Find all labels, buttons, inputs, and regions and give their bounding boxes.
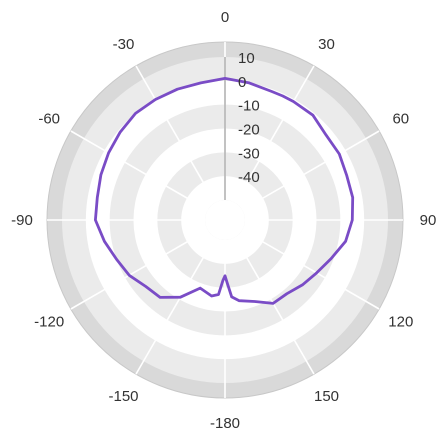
angle-gridline <box>241 130 380 211</box>
angle-tick-label: -30 <box>113 36 135 53</box>
angle-gridline <box>135 65 216 204</box>
angle-gridline <box>234 236 315 375</box>
angle-tick-label: 120 <box>388 314 413 331</box>
angle-tick-label: -150 <box>108 388 138 405</box>
angle-tick-label: 30 <box>318 36 335 53</box>
angle-gridline <box>135 236 216 375</box>
series-line <box>94 77 355 305</box>
radial-tick-label: 10 <box>238 50 255 67</box>
radial-tick-label: -30 <box>238 145 260 162</box>
angle-tick-label: -180 <box>210 415 240 432</box>
angle-tick-label: 0 <box>221 9 229 26</box>
angle-tick-label: -90 <box>11 212 33 229</box>
angle-tick-label: 90 <box>420 212 437 229</box>
radial-tick-label: -40 <box>238 169 260 186</box>
center-hole <box>205 200 245 240</box>
radial-tick-label: -10 <box>238 98 260 115</box>
angle-tick-label: -120 <box>34 314 64 331</box>
radial-tick-label: 0 <box>238 74 246 91</box>
angle-gridline <box>70 229 209 310</box>
angle-tick-label: 60 <box>392 111 409 128</box>
angle-gridline <box>70 130 209 211</box>
angle-tick-label: 150 <box>314 388 339 405</box>
angle-gridline <box>234 65 315 204</box>
angle-gridline <box>241 229 380 310</box>
radial-tick-label: -20 <box>238 122 260 139</box>
angle-tick-label: -60 <box>38 111 60 128</box>
